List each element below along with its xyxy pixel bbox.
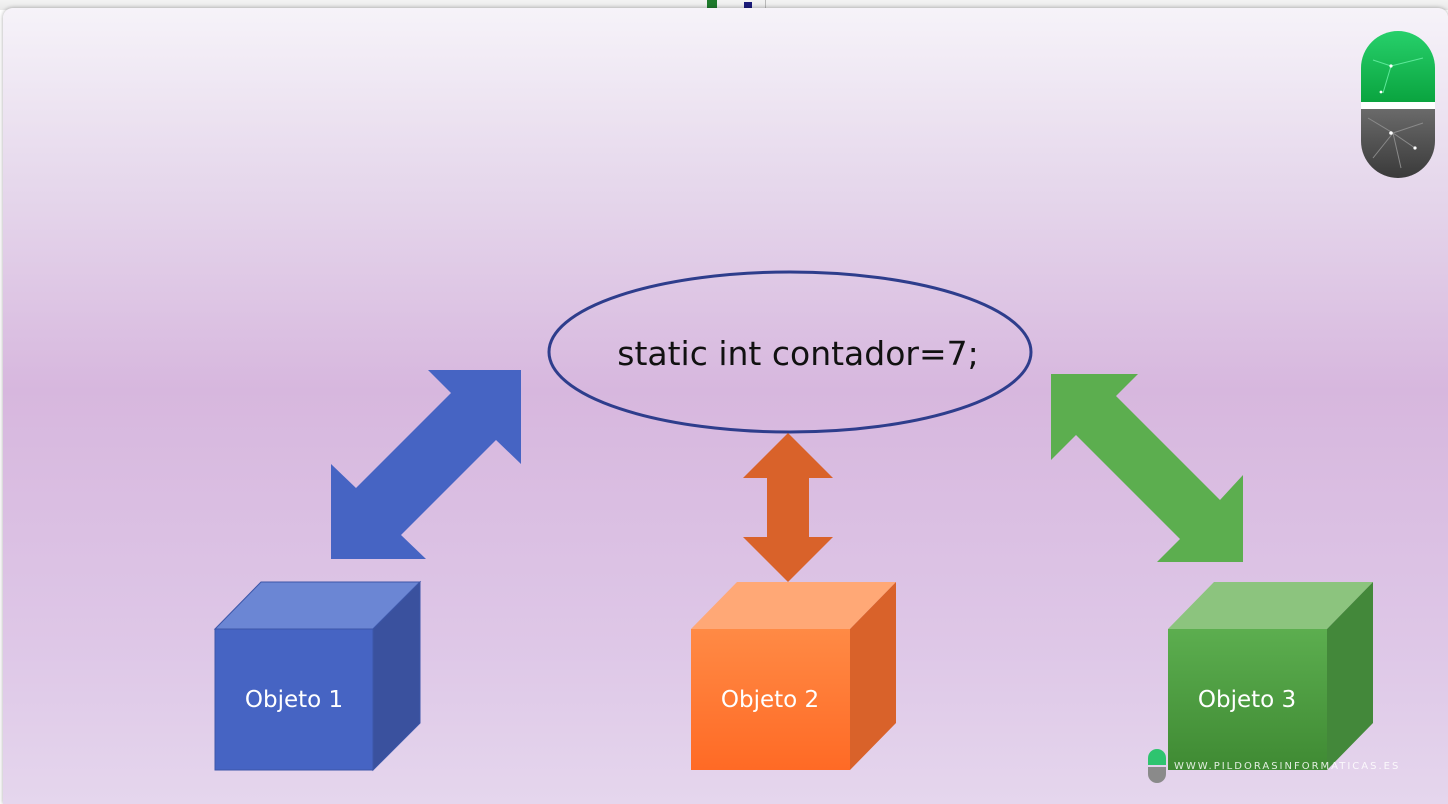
object-3-cube (1168, 582, 1373, 770)
background-mark (744, 2, 752, 8)
watermark-pill-icon (1148, 749, 1166, 783)
watermark-text: WWW.PILDORASINFORMATICAS.ES (1174, 761, 1401, 772)
center-double-arrow (743, 433, 833, 582)
left-double-arrow (331, 370, 521, 559)
background-mark (707, 0, 717, 8)
object-3-label: Objeto 3 (1197, 687, 1297, 713)
background-window-strip (0, 0, 1448, 10)
object-2-cube (691, 582, 896, 770)
object-1-label: Objeto 1 (244, 687, 344, 713)
diagram-canvas (213, 31, 1435, 783)
background-divider (765, 0, 766, 8)
object-1-cube (213, 580, 422, 772)
pill-logo-icon (1361, 31, 1435, 178)
object-2-label: Objeto 2 (720, 687, 820, 713)
static-variable-text: static int contador=7; (617, 334, 979, 373)
static-variable-ellipse (547, 270, 1033, 434)
right-double-arrow (1051, 374, 1243, 562)
slide: static int contador=7; Objeto 1 Objeto 2… (3, 8, 1448, 804)
